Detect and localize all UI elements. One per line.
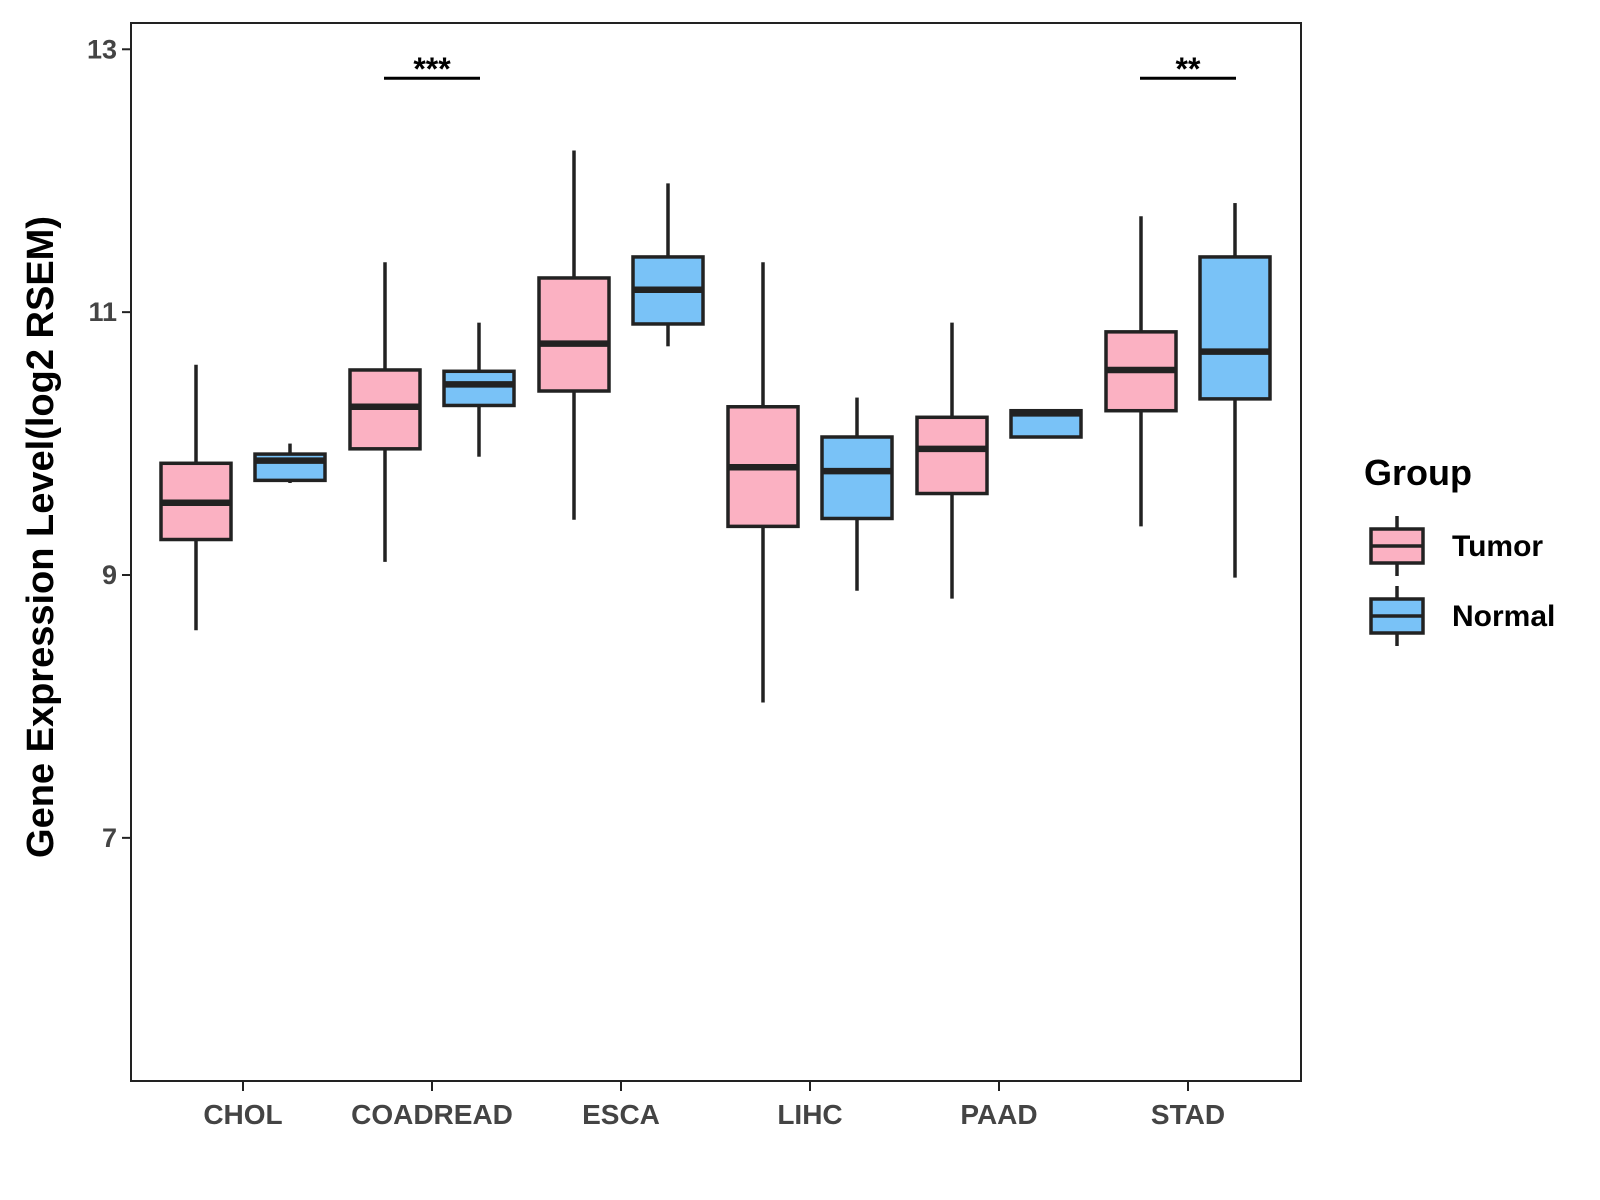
y-axis-title: Gene Expression Level(log2 RSEM) (20, 216, 62, 858)
box-tumor-esca (537, 276, 611, 393)
box-normal-coadread (442, 369, 516, 408)
y-tick-label: 11 (88, 297, 117, 327)
legend-label-normal: Normal (1452, 600, 1555, 633)
box-normal-lihc (820, 435, 894, 521)
significance-label: *** (413, 51, 451, 87)
x-tick-label: STAD (1151, 1099, 1225, 1130)
legend-label-tumor: Tumor (1452, 530, 1543, 563)
significance-label: ** (1176, 51, 1201, 87)
legend: Group Tumor Normal (1364, 452, 1555, 646)
x-tick-label: LIHC (777, 1099, 842, 1130)
x-tick-label: PAAD (960, 1099, 1037, 1130)
box-tumor-paad (915, 415, 989, 496)
y-tick-label: 9 (102, 560, 117, 590)
x-tick-label: COADREAD (351, 1099, 513, 1130)
plot-panel-border (130, 22, 1302, 1082)
x-tick-label: ESCA (582, 1099, 660, 1130)
legend-title: Group (1364, 452, 1472, 493)
y-tick-label: 7 (102, 823, 117, 853)
y-tick-label: 13 (87, 34, 117, 64)
x-tick-label: CHOL (203, 1099, 282, 1130)
plot-layer: 7 9 11 13 CHOL COADREAD ESCA LIHC PAAD STAD Gene E… (20, 22, 1302, 1130)
box-normal-stad (1198, 255, 1272, 401)
